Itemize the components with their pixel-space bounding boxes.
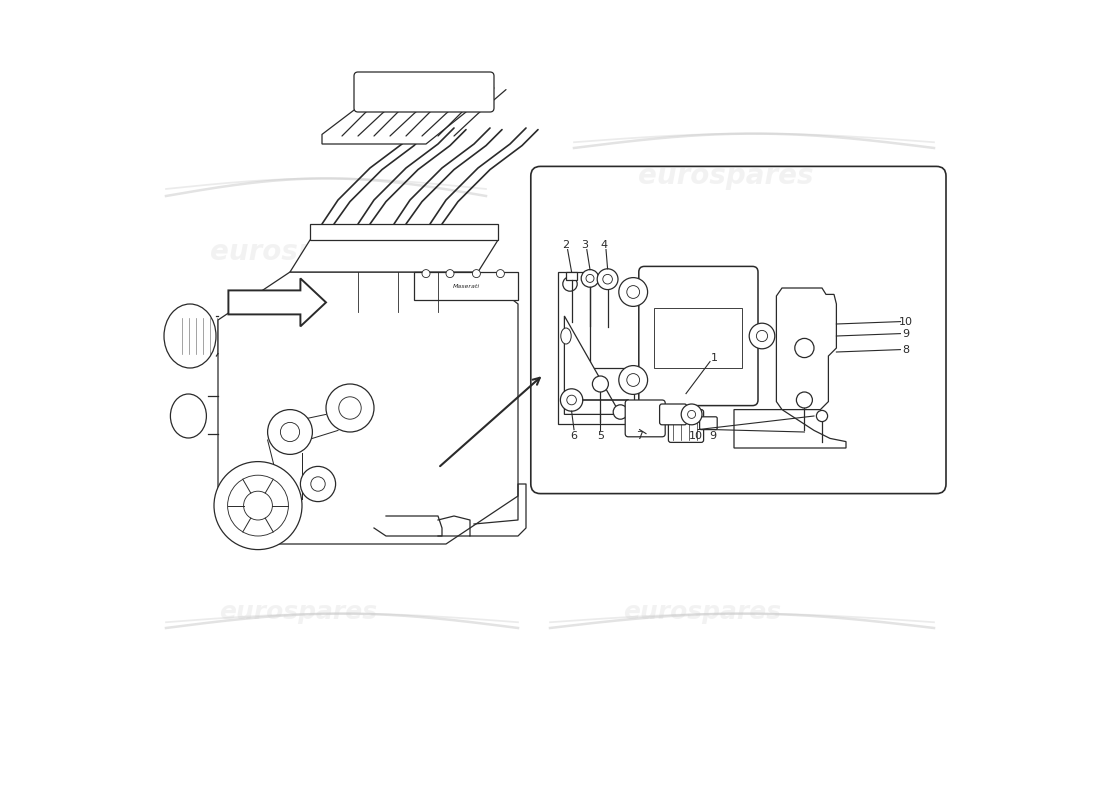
FancyBboxPatch shape — [660, 404, 686, 425]
Text: 6: 6 — [571, 431, 578, 441]
Circle shape — [593, 376, 608, 392]
Circle shape — [613, 405, 628, 419]
Circle shape — [422, 270, 430, 278]
Circle shape — [472, 270, 481, 278]
Circle shape — [214, 462, 302, 550]
Text: 8: 8 — [902, 345, 910, 354]
Circle shape — [619, 366, 648, 394]
Circle shape — [681, 404, 702, 425]
Polygon shape — [322, 104, 466, 144]
Text: eurospares: eurospares — [219, 600, 377, 624]
Text: 9: 9 — [710, 431, 717, 441]
Text: Maserati: Maserati — [452, 284, 480, 289]
Circle shape — [446, 270, 454, 278]
Polygon shape — [414, 272, 518, 300]
Text: eurospares: eurospares — [210, 238, 386, 266]
Circle shape — [796, 392, 813, 408]
Circle shape — [280, 422, 299, 442]
Polygon shape — [310, 224, 498, 240]
Text: 5: 5 — [597, 431, 604, 441]
Polygon shape — [734, 410, 846, 448]
Circle shape — [816, 410, 827, 422]
Circle shape — [243, 491, 273, 520]
FancyBboxPatch shape — [639, 266, 758, 406]
Circle shape — [563, 277, 578, 291]
Circle shape — [496, 270, 505, 278]
FancyBboxPatch shape — [566, 272, 578, 280]
Ellipse shape — [164, 304, 216, 368]
Text: 1: 1 — [712, 353, 718, 362]
Polygon shape — [218, 272, 518, 544]
FancyBboxPatch shape — [669, 410, 704, 442]
Text: 3: 3 — [581, 240, 587, 250]
Text: 7: 7 — [636, 431, 644, 441]
Circle shape — [267, 410, 312, 454]
Text: 2: 2 — [562, 240, 569, 250]
Text: 9: 9 — [902, 329, 910, 338]
Polygon shape — [229, 278, 326, 326]
FancyBboxPatch shape — [625, 400, 666, 437]
Ellipse shape — [170, 394, 207, 438]
FancyBboxPatch shape — [354, 72, 494, 112]
Circle shape — [339, 397, 361, 419]
Circle shape — [619, 278, 648, 306]
Circle shape — [749, 323, 774, 349]
Text: eurospares: eurospares — [623, 600, 781, 624]
Text: 10: 10 — [899, 317, 913, 326]
Polygon shape — [558, 272, 634, 424]
Polygon shape — [777, 288, 836, 410]
Polygon shape — [564, 316, 620, 414]
FancyBboxPatch shape — [700, 417, 717, 430]
Circle shape — [560, 389, 583, 411]
Text: 10: 10 — [689, 431, 703, 441]
Circle shape — [795, 338, 814, 358]
Text: 4: 4 — [601, 240, 608, 250]
Polygon shape — [290, 240, 498, 272]
Circle shape — [300, 466, 336, 502]
Circle shape — [326, 384, 374, 432]
Text: eurospares: eurospares — [638, 162, 814, 190]
Circle shape — [311, 477, 326, 491]
Ellipse shape — [561, 328, 571, 344]
Circle shape — [597, 269, 618, 290]
Circle shape — [228, 475, 288, 536]
Circle shape — [581, 270, 598, 287]
